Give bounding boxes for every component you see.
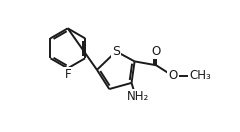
Text: CH₃: CH₃ bbox=[189, 69, 211, 82]
Text: O: O bbox=[151, 45, 161, 58]
Text: NH₂: NH₂ bbox=[126, 90, 149, 103]
Text: S: S bbox=[112, 45, 120, 58]
Text: F: F bbox=[65, 68, 71, 81]
Text: O: O bbox=[168, 69, 178, 82]
